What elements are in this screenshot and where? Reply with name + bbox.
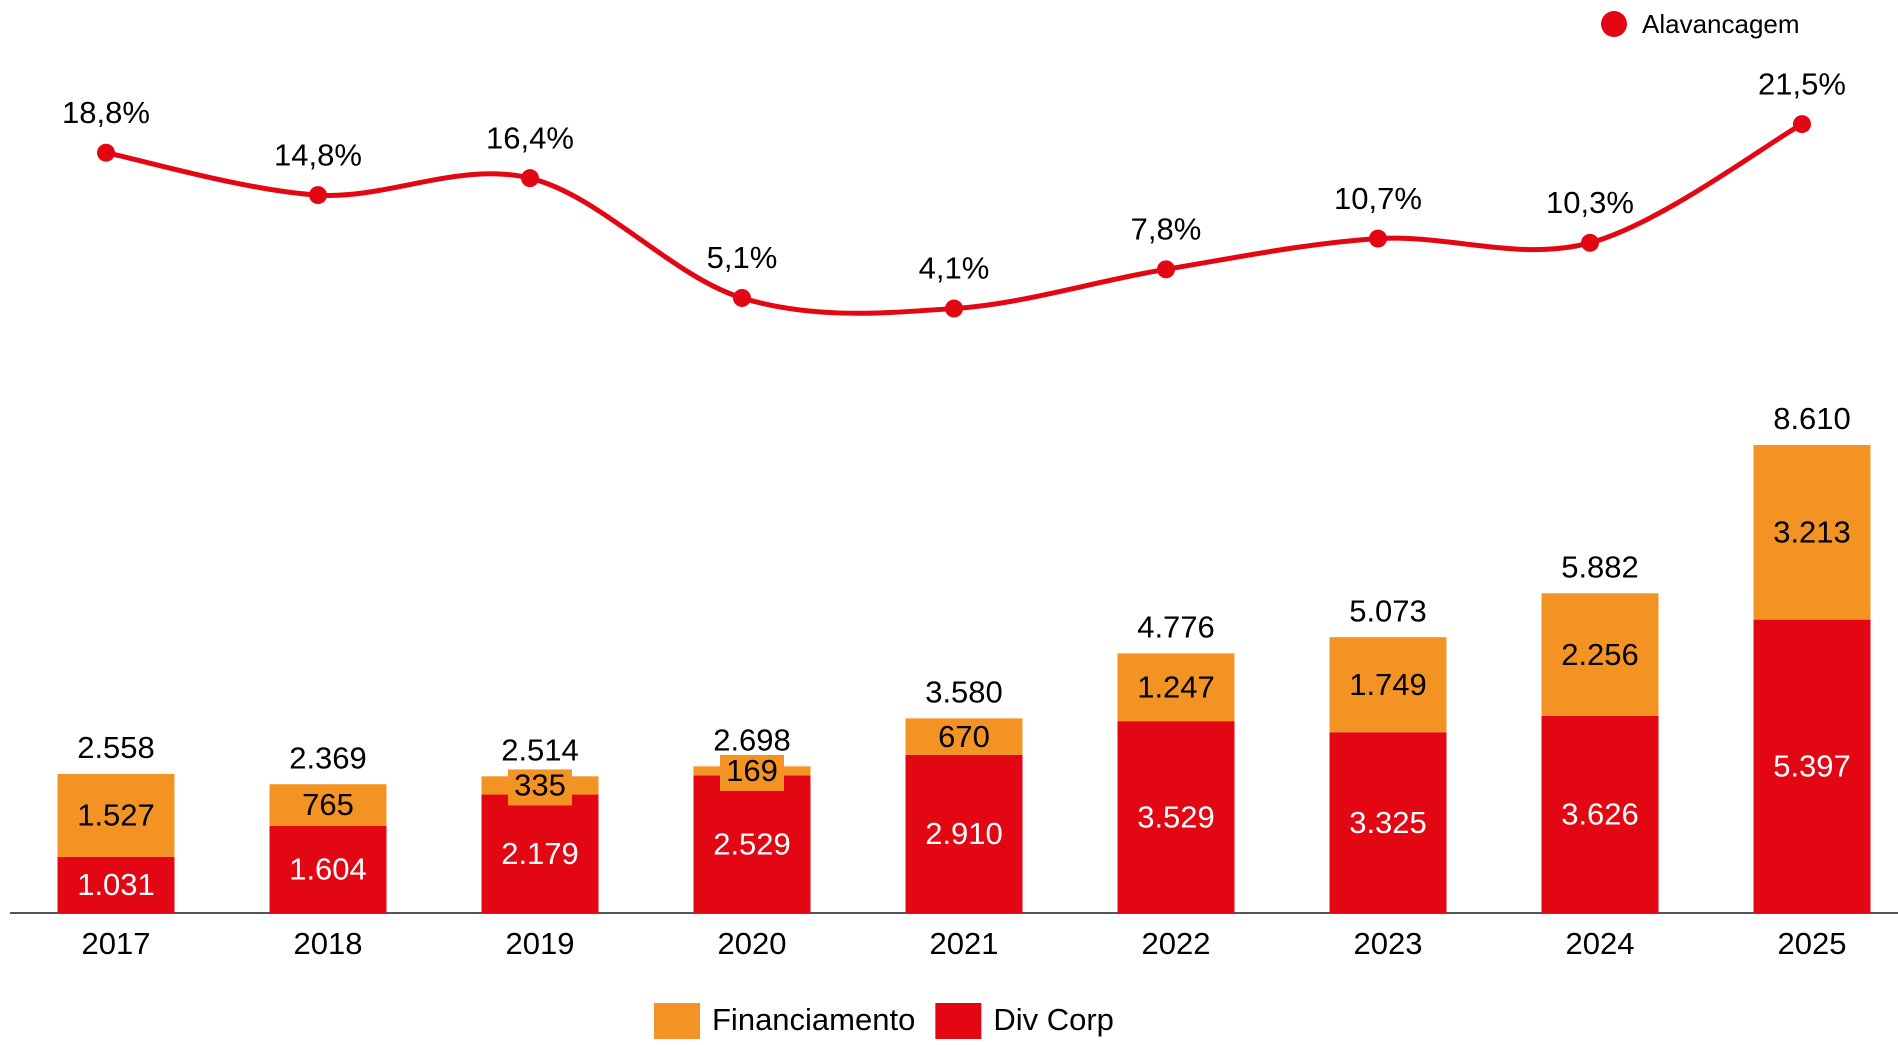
value-label: 1.527 <box>77 798 155 833</box>
x-tick-label: 2017 <box>82 926 151 961</box>
point-label: 7,8% <box>1131 212 1202 247</box>
x-tick-label: 2018 <box>294 926 363 961</box>
bar-segment <box>481 794 599 913</box>
line-point <box>521 169 539 188</box>
value-label: 3.213 <box>1773 514 1851 549</box>
bar-segment <box>1117 721 1235 913</box>
line-point <box>1369 229 1387 248</box>
bar-segment <box>1541 593 1659 716</box>
x-tick-label: 2022 <box>1142 926 1211 961</box>
x-tick-label: 2020 <box>718 926 787 961</box>
point-label: 18,8% <box>62 95 150 130</box>
value-label: 1.604 <box>289 852 367 887</box>
x-tick-label: 2021 <box>930 926 999 961</box>
value-label: 169 <box>726 753 778 788</box>
bar-segment <box>1541 715 1659 913</box>
point-label: 4,1% <box>919 251 990 286</box>
bar-segment <box>57 773 175 857</box>
label-background <box>508 769 572 806</box>
line-point <box>1157 260 1175 279</box>
x-tick-label: 2024 <box>1566 926 1635 961</box>
value-label: 765 <box>302 787 354 822</box>
legend-marker <box>935 1003 982 1039</box>
value-label: 1.749 <box>1349 667 1427 702</box>
bar-segment <box>1329 637 1447 733</box>
line-point <box>97 143 115 162</box>
value-label: 1.031 <box>77 867 155 902</box>
line-point <box>309 186 327 205</box>
label-background <box>720 754 784 791</box>
point-label: 21,5% <box>1758 66 1846 101</box>
x-tick-label: 2025 <box>1778 926 1847 961</box>
point-label: 10,7% <box>1334 181 1422 216</box>
bar-segment <box>57 856 175 913</box>
point-label: 14,8% <box>274 137 362 172</box>
value-label: 2.529 <box>713 826 791 861</box>
bar-segment <box>269 784 387 826</box>
legend-label: Financiamento <box>712 1002 915 1037</box>
line-point <box>945 299 963 318</box>
value-label: 3.626 <box>1561 797 1639 832</box>
value-label: 2.910 <box>925 816 1003 851</box>
bar-segment <box>905 718 1023 755</box>
total-label: 5.882 <box>1561 549 1639 584</box>
bar-segment <box>1753 444 1871 620</box>
total-label: 2.558 <box>77 730 155 765</box>
total-label: 5.073 <box>1349 593 1427 628</box>
value-label: 2.179 <box>501 836 579 871</box>
total-label: 4.776 <box>1137 610 1215 645</box>
value-label: 3.529 <box>1137 799 1215 834</box>
value-label: 3.325 <box>1349 805 1427 840</box>
legend-label: Alavancagem <box>1642 9 1800 39</box>
value-label: 5.397 <box>1773 748 1851 783</box>
total-label: 2.514 <box>501 733 579 768</box>
point-label: 5,1% <box>707 240 778 275</box>
bar-segment <box>905 754 1023 913</box>
legend-label: Div Corp <box>993 1002 1114 1037</box>
bar-segment <box>693 775 811 913</box>
value-label: 670 <box>938 719 990 754</box>
bar-segment <box>1329 732 1447 913</box>
point-label: 16,4% <box>486 120 574 155</box>
total-label: 8.610 <box>1773 401 1851 436</box>
point-label: 10,3% <box>1546 185 1634 220</box>
line-point <box>1581 233 1599 252</box>
legend-marker <box>1601 11 1627 37</box>
line-point <box>733 288 751 307</box>
value-label: 335 <box>514 768 566 803</box>
line-point <box>1793 115 1811 134</box>
value-label: 2.256 <box>1561 637 1639 672</box>
value-label: 1.247 <box>1137 669 1215 704</box>
total-label: 2.698 <box>713 723 791 758</box>
legend-marker <box>654 1003 700 1039</box>
x-tick-label: 2023 <box>1354 926 1423 961</box>
bar-segment <box>1117 653 1235 722</box>
x-tick-label: 2019 <box>506 926 575 961</box>
bar-segment <box>1753 619 1871 913</box>
bar-segment <box>269 825 387 913</box>
total-label: 3.580 <box>925 675 1003 710</box>
total-label: 2.369 <box>289 740 367 775</box>
